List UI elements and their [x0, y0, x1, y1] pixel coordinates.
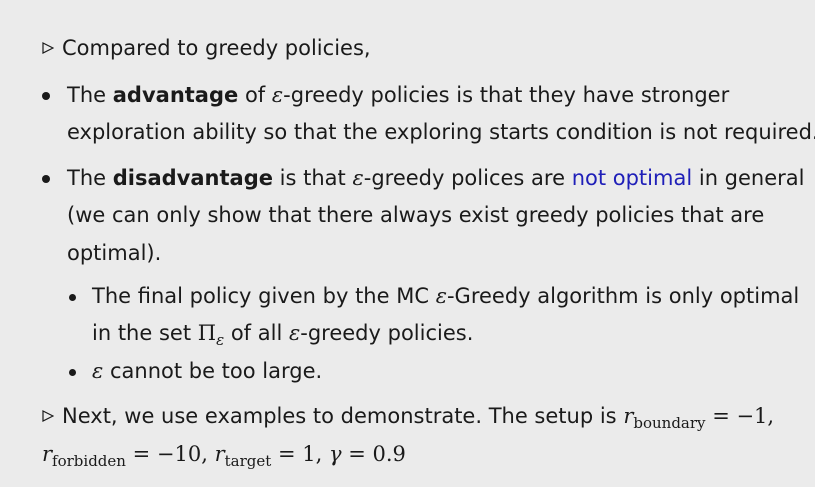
bullet-icon: [42, 92, 50, 100]
bullet-icon: [42, 175, 50, 183]
sub-bullet-icon: [69, 294, 76, 301]
item1-line1: The advantage of ε-greedy policies is th…: [67, 83, 730, 107]
item1-line2: exploration ability so that the explorin…: [67, 120, 815, 144]
next-line1: Next, we use examples to demonstrate. Th…: [62, 404, 775, 432]
sub1-line1: The final policy given by the MC ε-Greed…: [92, 284, 800, 308]
sub1-line2: in the set Πε of all ε-greedy policies.: [92, 321, 474, 349]
intro-text: Compared to greedy policies,: [62, 36, 371, 60]
sub2-line: ε cannot be too large.: [92, 359, 323, 383]
item2-line2: (we can only show that there always exis…: [67, 203, 765, 227]
next-line2: rforbidden = −10, rtarget = 1, γ = 0.9: [42, 442, 406, 470]
not-optimal-highlight: not optimal: [571, 166, 693, 190]
item2-line3: optimal).: [67, 241, 162, 265]
sub-bullet-icon: [69, 369, 76, 376]
item2-line1: The disadvantage is that ε-greedy police…: [67, 166, 805, 190]
